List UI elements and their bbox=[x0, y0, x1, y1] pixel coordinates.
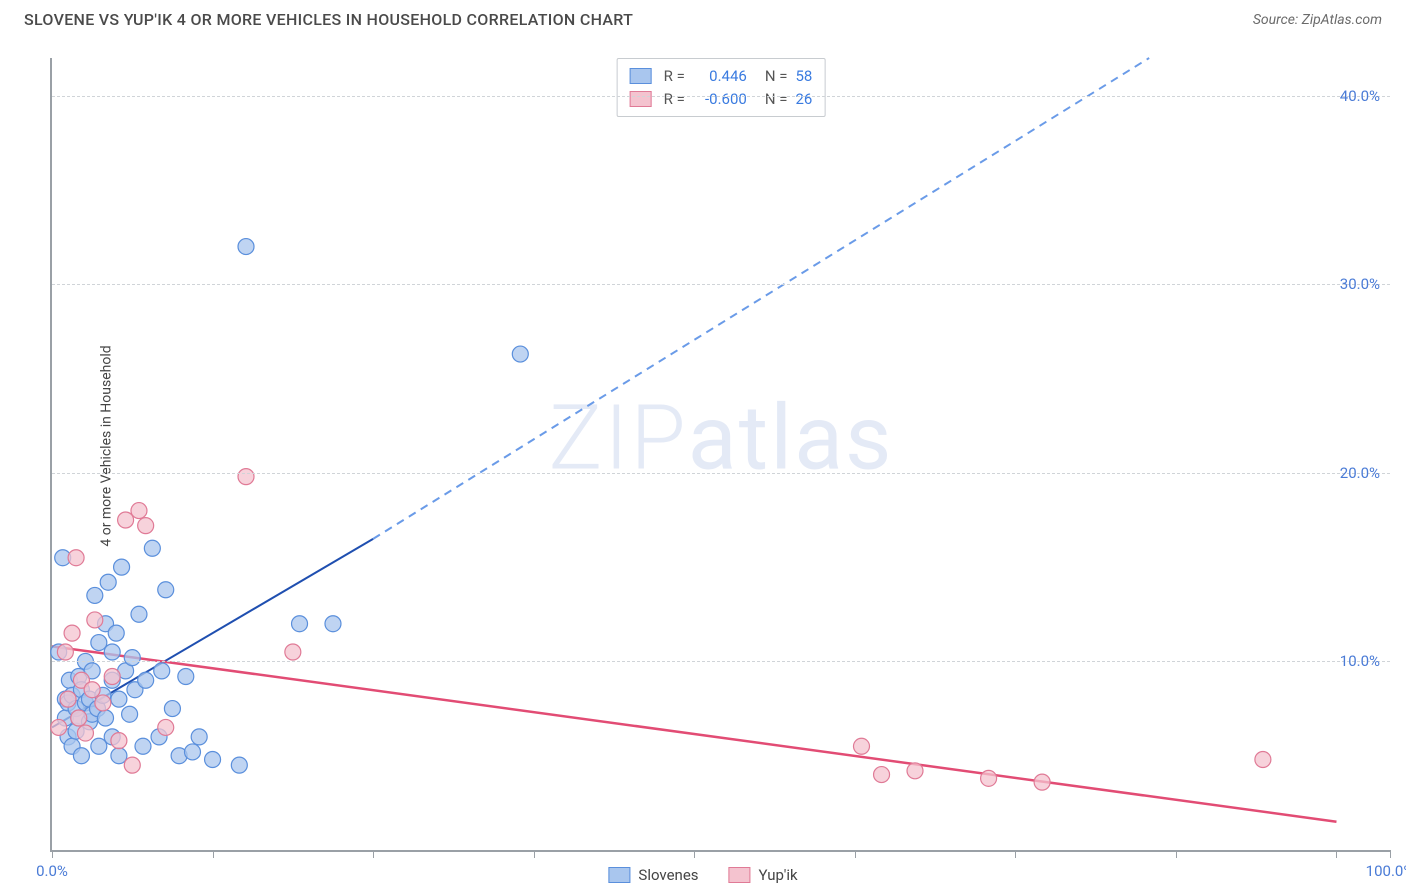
x-tick bbox=[52, 850, 53, 858]
n-value-yupik: 26 bbox=[795, 88, 812, 111]
legend-row-slovenes: R = 0.446 N = 58 bbox=[630, 65, 813, 88]
x-tick bbox=[1015, 850, 1016, 858]
x-tick bbox=[855, 850, 856, 858]
correlation-legend: R = 0.446 N = 58 R = -0.600 N = 26 bbox=[617, 58, 826, 117]
r-label: R = bbox=[664, 88, 685, 111]
gridline bbox=[52, 661, 1390, 662]
scatter-plot-area: ZIPatlas R = 0.446 N = 58 R = -0.600 N =… bbox=[50, 58, 1390, 852]
legend-item-slovenes: Slovenes bbox=[608, 866, 698, 884]
r-label: R = bbox=[664, 65, 685, 88]
chart-title: SLOVENE VS YUP'IK 4 OR MORE VEHICLES IN … bbox=[24, 10, 633, 29]
source-attribution: Source: ZipAtlas.com bbox=[1253, 12, 1382, 28]
n-label: N = bbox=[765, 65, 788, 88]
gridline bbox=[52, 284, 1390, 285]
swatch-yupik bbox=[630, 91, 652, 107]
swatch-slovenes-icon bbox=[608, 867, 630, 883]
gridline bbox=[52, 96, 1390, 97]
swatch-yupik-icon bbox=[729, 867, 751, 883]
x-tick bbox=[694, 850, 695, 858]
chart-header: SLOVENE VS YUP'IK 4 OR MORE VEHICLES IN … bbox=[0, 0, 1406, 35]
r-value-yupik: -0.600 bbox=[693, 88, 747, 111]
x-tick bbox=[213, 850, 214, 858]
x-tick-label: 100.0% bbox=[1366, 862, 1406, 880]
swatch-slovenes bbox=[630, 68, 652, 84]
legend-row-yupik: R = -0.600 N = 26 bbox=[630, 88, 813, 111]
x-tick bbox=[534, 850, 535, 858]
gridline bbox=[52, 473, 1390, 474]
y-tick-label: 30.0% bbox=[1340, 275, 1380, 293]
x-tick bbox=[1336, 850, 1337, 858]
series-legend: Slovenes Yup'ik bbox=[608, 866, 797, 884]
x-tick bbox=[373, 850, 374, 858]
plot-svg bbox=[52, 58, 1390, 850]
legend-item-yupik: Yup'ik bbox=[729, 866, 798, 884]
y-tick-label: 40.0% bbox=[1340, 87, 1380, 105]
r-value-slovenes: 0.446 bbox=[693, 65, 747, 88]
y-tick-label: 20.0% bbox=[1340, 464, 1380, 482]
y-tick-label: 10.0% bbox=[1340, 652, 1380, 670]
legend-label-slovenes: Slovenes bbox=[638, 866, 698, 884]
legend-label-yupik: Yup'ik bbox=[759, 866, 798, 884]
n-label: N = bbox=[765, 88, 788, 111]
x-tick-label: 0.0% bbox=[36, 862, 68, 880]
x-tick bbox=[1176, 850, 1177, 858]
x-tick bbox=[1390, 850, 1391, 858]
n-value-slovenes: 58 bbox=[795, 65, 812, 88]
